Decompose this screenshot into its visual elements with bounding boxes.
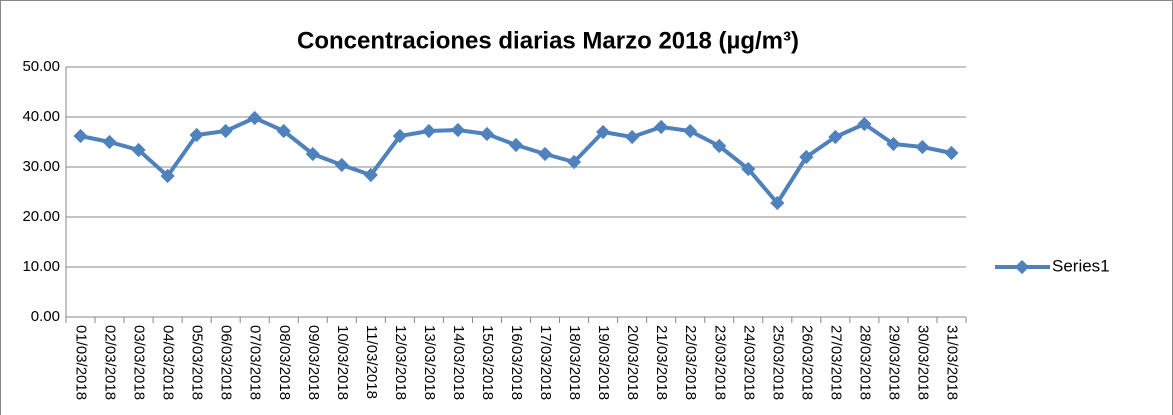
y-tick-label: 20.00 [22, 208, 60, 225]
x-tick-label: 26/03/2018 [798, 325, 815, 400]
x-tick-label: 02/03/2018 [102, 325, 119, 400]
marker [944, 145, 959, 161]
y-tick-label: 10.00 [22, 258, 60, 275]
x-tick-label: 05/03/2018 [189, 325, 206, 400]
marker [508, 137, 524, 153]
legend-marker [1014, 259, 1030, 275]
marker [828, 129, 843, 145]
legend-label: Series1 [1052, 256, 1110, 275]
marker [741, 161, 756, 177]
marker [712, 138, 727, 154]
x-tick-label: 15/03/2018 [479, 325, 496, 400]
x-tick-label: 03/03/2018 [131, 325, 148, 400]
marker [334, 157, 349, 173]
marker [770, 195, 785, 211]
x-tick-label: 28/03/2018 [856, 325, 873, 400]
x-tick-label: 30/03/2018 [914, 325, 931, 400]
x-tick-label: 18/03/2018 [566, 325, 583, 400]
marker [363, 167, 378, 183]
chart-title: Concentraciones diarias Marzo 2018 (µg/m… [297, 27, 799, 54]
x-tick-label: 24/03/2018 [740, 325, 757, 400]
marker [189, 127, 204, 143]
marker [160, 168, 175, 184]
marker [566, 154, 582, 170]
marker [537, 146, 553, 162]
marker [450, 122, 466, 138]
x-tick-label: 04/03/2018 [160, 325, 177, 400]
marker [625, 129, 640, 145]
marker [596, 124, 611, 140]
x-tick-label: 08/03/2018 [276, 325, 293, 400]
marker [886, 136, 901, 152]
x-tick-label: 31/03/2018 [944, 325, 961, 400]
x-tick-label: 11/03/2018 [363, 325, 380, 399]
x-tick-label: 29/03/2018 [885, 325, 902, 400]
x-tick-label: 09/03/2018 [305, 325, 322, 400]
x-tick-label: 14/03/2018 [450, 325, 467, 400]
x-tick-label: 12/03/2018 [392, 325, 409, 400]
marker [799, 149, 814, 165]
y-tick-label: 30.00 [22, 158, 60, 175]
x-tick-label: 01/03/2018 [73, 325, 90, 400]
marker [421, 123, 436, 139]
y-tick-label: 40.00 [22, 108, 60, 125]
marker [392, 128, 407, 144]
x-tick-label: 25/03/2018 [769, 325, 786, 400]
marker [857, 116, 872, 132]
x-tick-label: 13/03/2018 [421, 325, 438, 400]
x-tick-label: 27/03/2018 [827, 325, 844, 400]
x-tick-label: 06/03/2018 [218, 325, 235, 400]
x-tick-label: 21/03/2018 [653, 325, 670, 400]
marker [276, 123, 291, 139]
marker [654, 119, 669, 135]
marker [131, 142, 146, 158]
marker [479, 126, 495, 142]
x-tick-label: 07/03/2018 [247, 325, 264, 400]
y-tick-label: 0.00 [31, 308, 60, 325]
marker [305, 146, 320, 162]
marker [915, 139, 930, 155]
x-tick-label: 10/03/2018 [334, 325, 351, 400]
marker [683, 123, 698, 139]
x-tick-label: 19/03/2018 [595, 325, 612, 400]
x-tick-label: 17/03/2018 [537, 325, 554, 400]
x-tick-label: 16/03/2018 [508, 325, 525, 400]
y-tick-label: 50.00 [22, 58, 60, 75]
x-tick-label: 22/03/2018 [682, 325, 699, 400]
x-tick-label: 20/03/2018 [624, 325, 641, 400]
x-tick-label: 23/03/2018 [711, 325, 728, 400]
